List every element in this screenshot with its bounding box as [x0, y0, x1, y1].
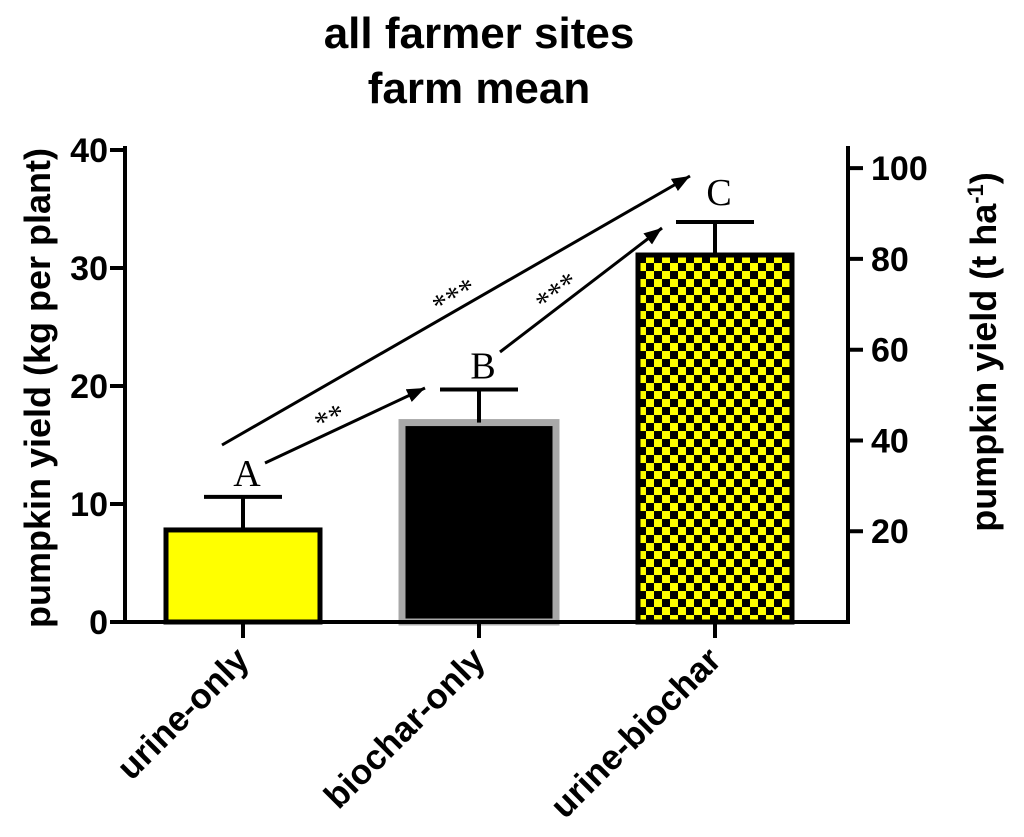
- y2-tick-label: 100: [871, 150, 928, 188]
- group-letters-group: A B C: [233, 172, 731, 495]
- group-letter: B: [470, 346, 495, 388]
- y2-axis-label-main: pumpkin yield (t ha: [963, 203, 1004, 532]
- y-tick-label: 10: [70, 486, 108, 524]
- x-tick-label-urine-only: urine-only: [109, 640, 257, 788]
- y-tick-label: 40: [70, 132, 108, 170]
- y2-tick-label: 20: [871, 513, 909, 551]
- category-labels-group: urine-only biochar-only urine-biochar: [109, 640, 728, 826]
- error-bars-group: [204, 219, 754, 530]
- comparison-arrow: [264, 386, 426, 465]
- y2-tick-label: 80: [871, 241, 909, 279]
- significance-stars: ***: [529, 266, 585, 320]
- significance-stars: ***: [427, 271, 482, 322]
- comparison-arrow: [499, 226, 663, 354]
- group-letter: C: [706, 172, 731, 214]
- y2-axis-label-superscript: -1: [963, 184, 988, 204]
- y2-tick-label: 40: [871, 422, 909, 460]
- comparison-arrow: [221, 174, 691, 447]
- bar-urine-only: [163, 527, 323, 625]
- y-tick-label: 30: [70, 250, 108, 288]
- x-tick-label-biochar-only: biochar-only: [317, 640, 493, 816]
- y-tick-label: 0: [89, 604, 108, 642]
- chart-title-line-2: farm mean: [368, 64, 591, 113]
- y2-axis-label-close: ): [963, 172, 1004, 184]
- significance-stars: **: [310, 397, 351, 440]
- group-letter: A: [233, 453, 261, 495]
- error-bar-urine-biochar: [676, 219, 754, 256]
- y2-tick-label: 60: [871, 332, 909, 370]
- bars-group: [163, 252, 795, 626]
- comparison-urine-only-to-urine-biochar: ***: [221, 174, 691, 447]
- chart-title-line-1: all farmer sites: [324, 9, 635, 58]
- axes-group: 0 10 20 30 40 20 40 60 80 100: [70, 132, 928, 642]
- error-bar-urine-only: [204, 494, 282, 530]
- bar-urine-biochar: [635, 252, 795, 625]
- y2-axis-label: pumpkin yield (t ha-1): [963, 172, 1004, 532]
- bar-biochar-only: [398, 419, 560, 626]
- y-axis-label: pumpkin yield (kg per plant): [17, 148, 58, 628]
- y-tick-label: 20: [70, 368, 108, 406]
- x-tick-label-urine-biochar: urine-biochar: [543, 640, 729, 826]
- error-bar-biochar-only: [440, 387, 518, 423]
